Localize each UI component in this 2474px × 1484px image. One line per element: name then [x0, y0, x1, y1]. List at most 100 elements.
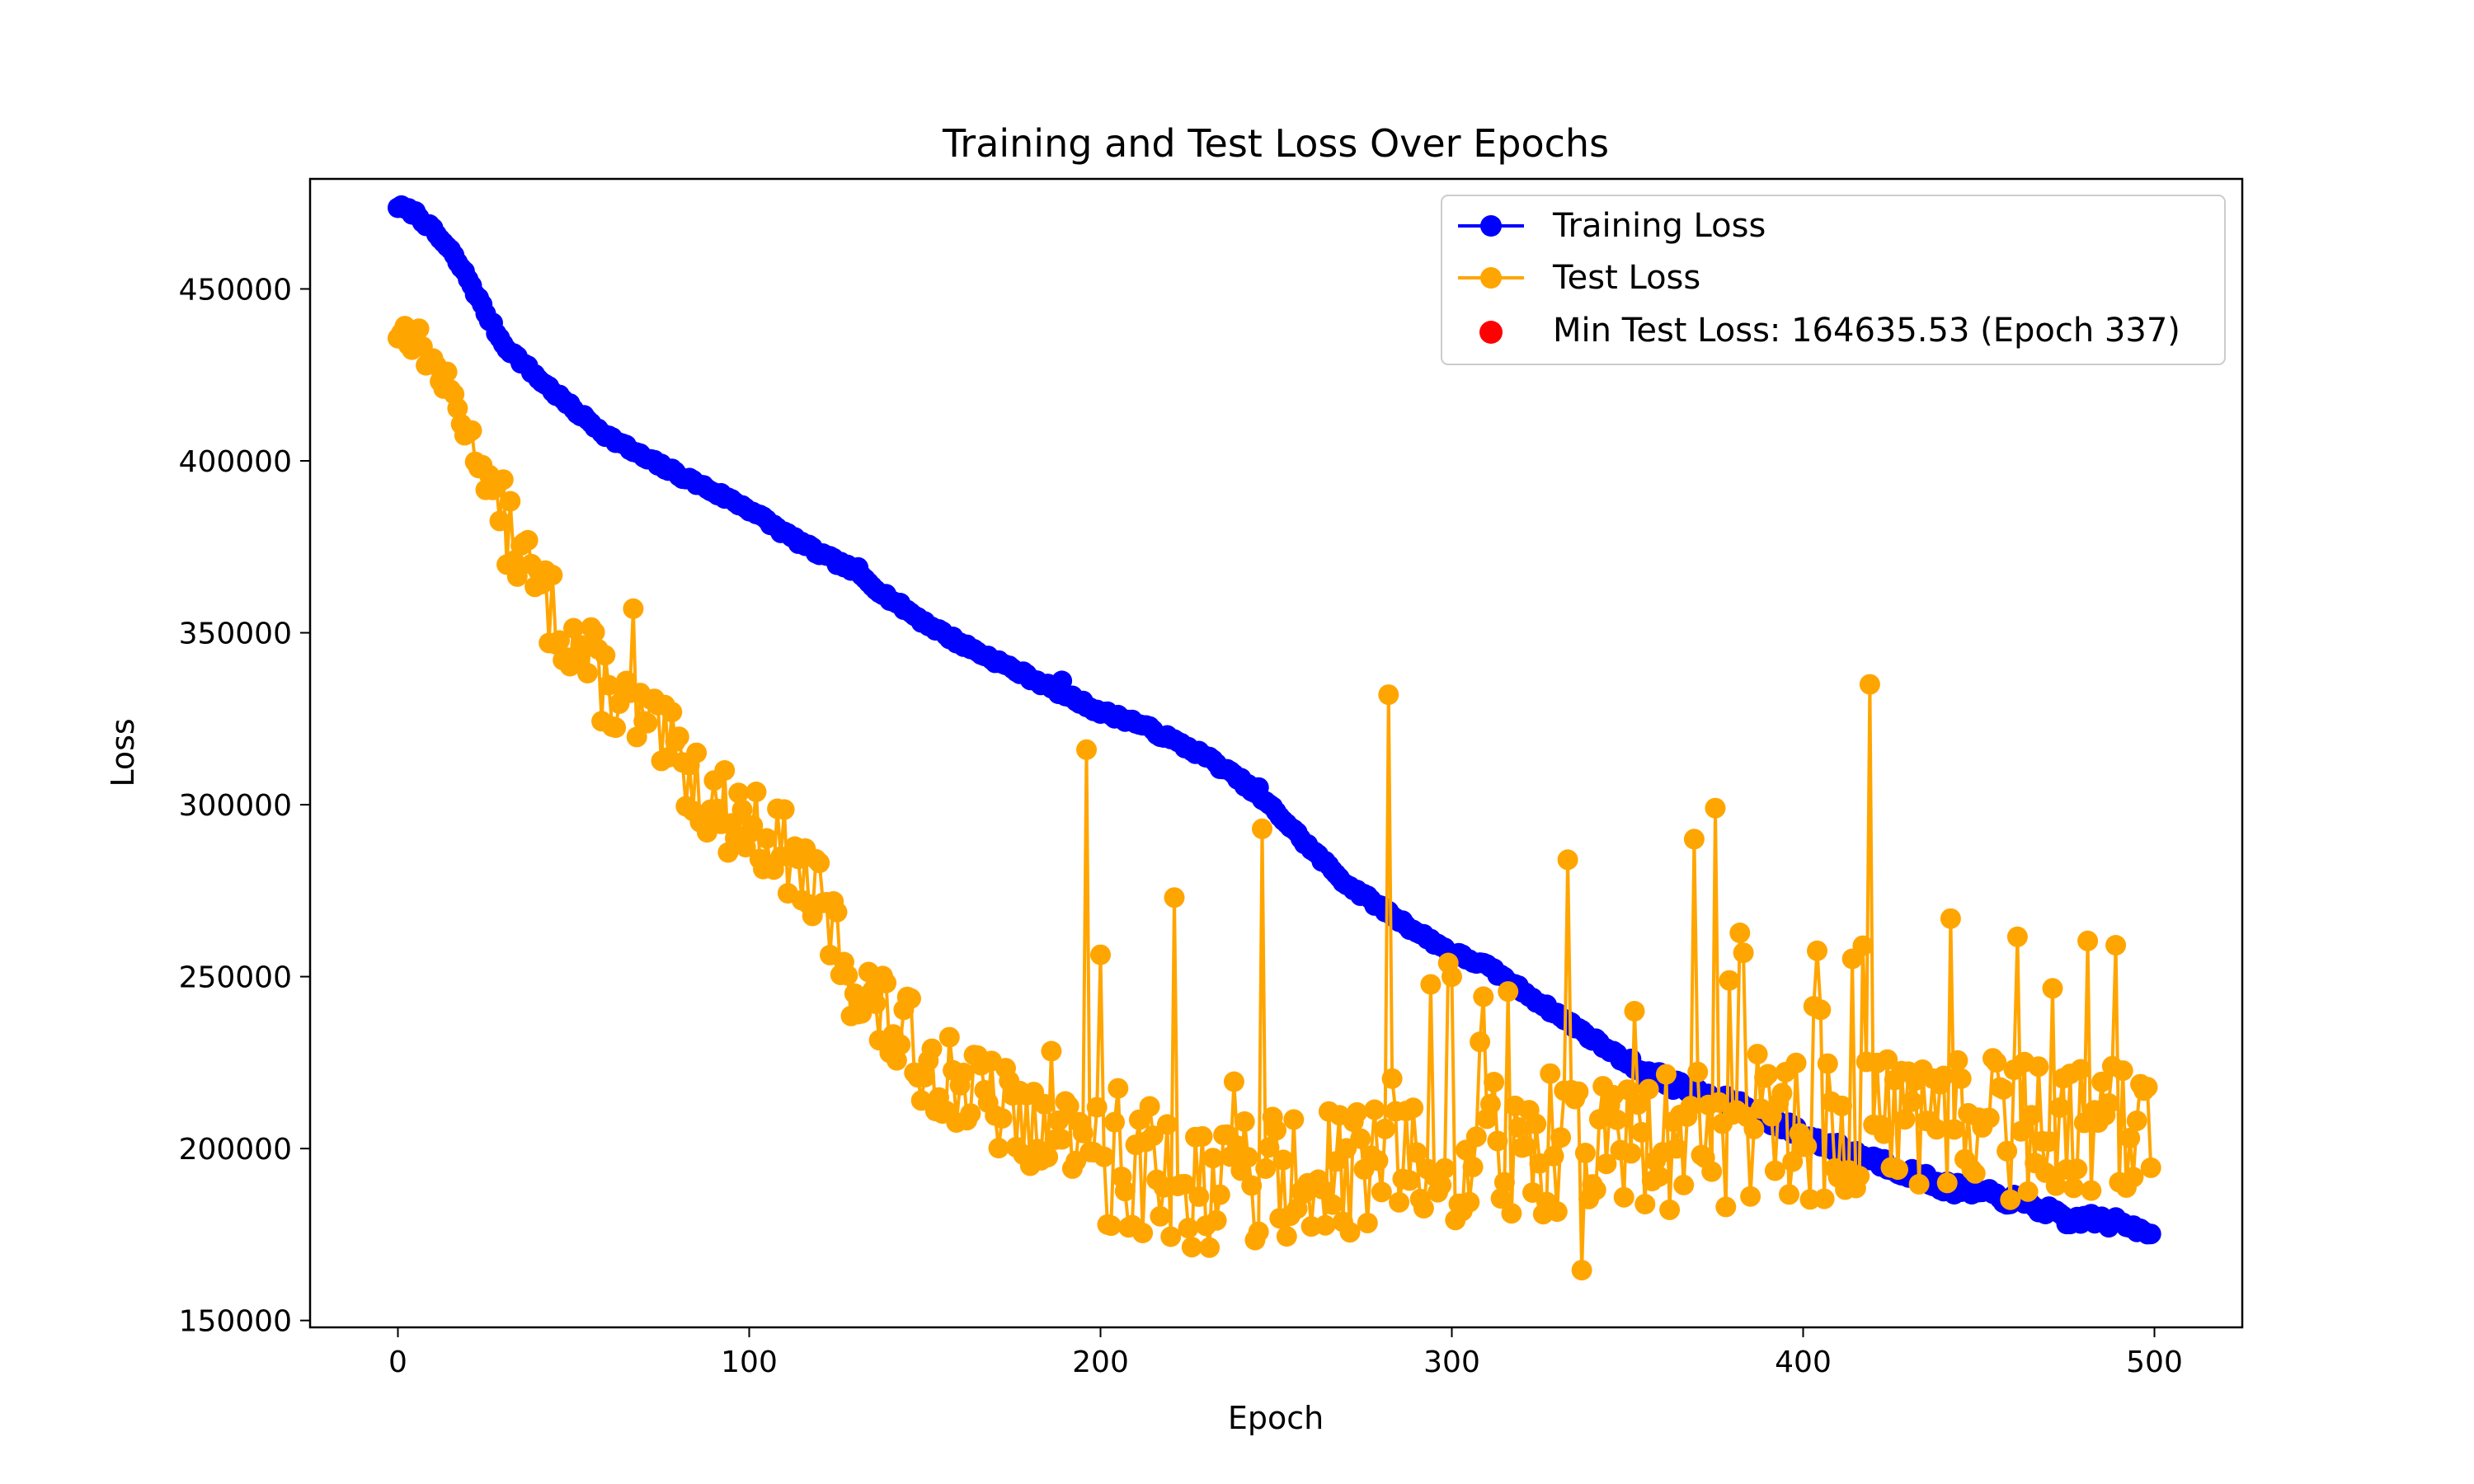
test-loss-point	[1248, 1221, 1269, 1242]
test-loss-point	[1399, 1170, 1420, 1191]
test-loss-point	[952, 1062, 974, 1083]
test-loss-point	[563, 618, 584, 639]
test-loss-point	[1276, 1226, 1297, 1247]
test-loss-point	[1950, 1068, 1972, 1089]
test-loss-point	[1708, 1092, 1729, 1113]
test-loss-point	[1936, 1172, 1958, 1194]
test-loss-point	[1090, 944, 1111, 965]
test-loss-point	[1434, 1158, 1456, 1179]
test-loss-point	[1072, 1122, 1094, 1144]
test-loss-point	[1462, 1156, 1484, 1177]
test-loss-point	[1076, 739, 1097, 760]
test-loss-point	[2112, 1060, 2133, 1082]
y-tick-label: 250000	[179, 961, 292, 995]
test-loss-point	[1874, 1123, 1894, 1144]
test-loss-point	[1705, 797, 1726, 819]
test-loss-point	[1908, 1173, 1930, 1195]
test-loss-point	[1364, 1099, 1385, 1120]
legend-training-label: Training Loss	[1552, 207, 1766, 245]
test-loss-point	[1498, 981, 1519, 1003]
test-loss-point	[1473, 986, 1494, 1007]
test-loss-point	[1785, 1052, 1807, 1073]
test-loss-point	[837, 965, 858, 986]
legend-training-marker	[1480, 215, 1502, 237]
test-loss-point	[605, 717, 627, 739]
test-loss-point	[991, 1108, 1013, 1129]
test-loss-point	[1649, 1166, 1670, 1187]
test-loss-point	[865, 993, 887, 1014]
test-loss-point	[1188, 1186, 1210, 1207]
test-loss-point	[1479, 1093, 1501, 1115]
test-loss-point	[915, 1067, 935, 1087]
y-tick-label: 450000	[179, 273, 292, 307]
legend-min-label: Min Test Loss: 164635.53 (Epoch 337)	[1553, 312, 2180, 350]
test-loss-point	[2123, 1167, 2144, 1188]
test-loss-point	[1381, 1068, 1403, 1089]
test-loss-point	[1041, 1040, 1062, 1062]
test-loss-point	[1813, 1188, 1835, 1209]
test-loss-point	[876, 972, 897, 993]
test-loss-point	[595, 645, 616, 666]
test-loss-point	[1037, 1146, 1059, 1167]
training-loss-series	[388, 195, 2161, 1245]
test-loss-point	[2140, 1157, 2161, 1178]
test-loss-point	[1192, 1125, 1213, 1147]
test-loss-point	[408, 318, 430, 340]
test-loss-point	[500, 491, 521, 512]
test-loss-point	[1086, 1097, 1108, 1118]
test-loss-point	[1571, 1260, 1592, 1281]
test-loss-point	[742, 815, 764, 836]
test-loss-point	[2137, 1077, 2158, 1098]
test-loss-point	[1315, 1214, 1336, 1236]
test-loss-point	[1729, 923, 1751, 943]
test-loss-point	[1701, 1161, 1723, 1182]
test-loss-point	[1357, 1212, 1378, 1233]
series-layer	[388, 195, 2161, 1281]
test-loss-point	[960, 1103, 981, 1125]
test-loss-point	[489, 510, 510, 532]
test-loss-point	[1178, 1218, 1199, 1239]
test-loss-point	[1926, 1119, 1947, 1140]
test-loss-point	[1371, 1181, 1392, 1203]
test-loss-point	[2077, 930, 2099, 951]
test-loss-point	[1266, 1120, 1286, 1141]
test-loss-point	[1764, 1160, 1785, 1181]
test-loss-point	[447, 397, 468, 419]
test-loss-point	[756, 828, 778, 849]
test-loss-point	[506, 566, 528, 587]
y-tick-label: 150000	[179, 1305, 292, 1339]
test-loss-point	[1947, 1050, 1968, 1071]
test-loss-point	[1831, 1095, 1852, 1116]
test-loss-point	[2017, 1181, 2039, 1202]
test-loss-point	[517, 529, 539, 551]
test-loss-point	[492, 469, 514, 491]
legend-test-label: Test Loss	[1552, 259, 1700, 297]
y-tick-label: 350000	[179, 618, 292, 651]
test-loss-point	[1743, 1118, 1765, 1139]
test-loss-point	[1484, 1072, 1505, 1092]
test-loss-point	[461, 420, 482, 441]
test-loss-point	[1550, 1127, 1572, 1148]
test-loss-point	[1771, 1082, 1793, 1104]
test-loss-series	[388, 316, 2161, 1281]
test-loss-point	[1202, 1148, 1224, 1169]
test-loss-point	[1992, 1078, 2014, 1100]
test-loss-point	[2020, 1105, 2042, 1126]
x-tick-label: 200	[1072, 1345, 1129, 1379]
x-tick-label: 500	[2126, 1345, 2183, 1379]
test-loss-point	[745, 782, 767, 802]
test-loss-point	[577, 663, 598, 683]
test-loss-point	[774, 799, 795, 820]
test-loss-point	[2063, 1177, 2084, 1199]
test-loss-point	[731, 799, 753, 820]
legend-min-marker	[1479, 321, 1503, 344]
test-loss-point	[2126, 1110, 2147, 1131]
test-loss-point	[623, 598, 644, 619]
test-loss-point	[1568, 1081, 1589, 1102]
plot-frame	[308, 177, 2244, 1329]
test-loss-point	[2119, 1127, 2141, 1148]
test-loss-point	[1164, 887, 1185, 909]
test-loss-point	[1940, 908, 1961, 929]
test-loss-point	[1613, 1186, 1634, 1208]
x-tick-label: 400	[1775, 1345, 1832, 1379]
